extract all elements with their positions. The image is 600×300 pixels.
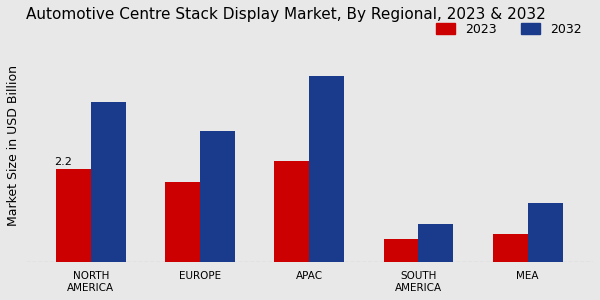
Bar — [274, 160, 309, 262]
Bar — [493, 234, 528, 262]
Bar — [528, 203, 563, 262]
Legend: 2023, 2032: 2023, 2032 — [431, 18, 587, 41]
Bar — [56, 169, 91, 262]
Bar — [418, 224, 454, 262]
Bar — [200, 131, 235, 262]
Text: 2.2: 2.2 — [54, 157, 71, 167]
Bar — [91, 102, 126, 262]
Bar — [165, 182, 200, 262]
Text: Automotive Centre Stack Display Market, By Regional, 2023 & 2032: Automotive Centre Stack Display Market, … — [26, 7, 545, 22]
Bar — [383, 238, 418, 262]
Y-axis label: Market Size in USD Billion: Market Size in USD Billion — [7, 65, 20, 227]
Bar — [309, 76, 344, 262]
